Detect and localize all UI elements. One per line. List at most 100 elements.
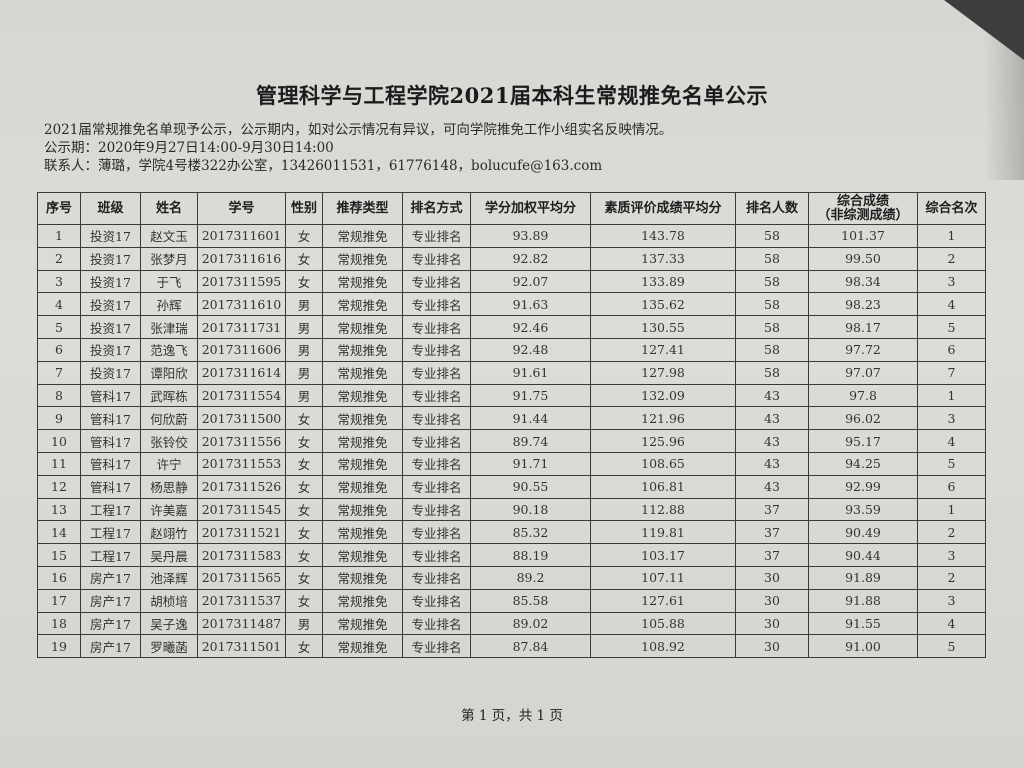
cell-name: 池泽辉 <box>140 565 198 590</box>
cell-rank-count: 37 <box>735 520 809 545</box>
column-header-composite-rank: 综合名次 <box>917 192 986 225</box>
cell-gender: 女 <box>285 497 323 522</box>
cell-weighted-gpa: 91.75 <box>470 383 591 408</box>
cell-student-id: 2017311553 <box>197 451 286 476</box>
cell-class: 房产17 <box>80 611 141 636</box>
notice-line-contact: 联系人：薄璐，学院4号楼322办公室，13426011531，61776148，… <box>44 158 603 174</box>
table-row: 15 工程17 吴丹晨 2017311583 女常规推免 专业排名 88.19 103.17 3… <box>37 543 986 567</box>
cell-weighted-gpa: 92.82 <box>470 246 591 271</box>
cell-recommend-type: 常规推免 <box>322 520 403 545</box>
cell-seq: 17 <box>37 588 81 613</box>
cell-composite-score: 97.72 <box>808 337 918 362</box>
cell-rank-method: 专业排名 <box>402 429 471 453</box>
cell-rank-method: 专业排名 <box>402 337 471 362</box>
cell-quality-score: 127.98 <box>590 360 736 385</box>
cell-student-id: 2017311610 <box>197 292 286 317</box>
cell-recommend-type: 常规推免 <box>322 406 403 431</box>
column-header-seq: 序号 <box>37 192 81 225</box>
column-header-class: 班级 <box>80 192 141 225</box>
cell-gender: 女 <box>285 543 323 567</box>
cell-weighted-gpa: 89.2 <box>470 565 591 590</box>
cell-rank-method: 专业排名 <box>402 611 471 636</box>
cell-gender: 女 <box>285 246 323 271</box>
cell-student-id: 2017311606 <box>197 337 286 362</box>
cell-weighted-gpa: 92.46 <box>470 315 591 339</box>
cell-class: 工程17 <box>80 520 141 545</box>
cell-composite-score: 98.17 <box>808 315 918 339</box>
cell-seq: 13 <box>37 497 81 522</box>
cell-composite-rank: 6 <box>917 337 986 362</box>
table-row: 6 投资17 范逸飞 2017311606 男常规推免 专业排名 92.48 127.41 58… <box>37 337 986 362</box>
cell-weighted-gpa: 91.71 <box>470 451 591 476</box>
cell-student-id: 2017311526 <box>197 474 286 499</box>
column-header-weighted-gpa: 学分加权平均分 <box>470 192 591 225</box>
cell-gender: 女 <box>285 429 323 453</box>
cell-rank-count: 58 <box>735 269 809 294</box>
cell-class: 投资17 <box>80 337 141 362</box>
cell-composite-rank: 6 <box>917 474 986 499</box>
cell-seq: 6 <box>37 337 81 362</box>
cell-recommend-type: 常规推免 <box>322 497 403 522</box>
cell-composite-score: 94.25 <box>808 451 918 476</box>
cell-weighted-gpa: 92.07 <box>470 269 591 294</box>
cell-seq: 12 <box>37 474 81 499</box>
background-shadow <box>984 0 1024 180</box>
cell-name: 胡桢培 <box>140 588 198 613</box>
cell-rank-count: 43 <box>735 383 809 408</box>
cell-recommend-type: 常规推免 <box>322 611 403 636</box>
cell-student-id: 2017311614 <box>197 360 286 385</box>
cell-composite-score: 99.50 <box>808 246 918 271</box>
cell-quality-score: 133.89 <box>590 269 736 294</box>
cell-gender: 女 <box>285 520 323 545</box>
cell-seq: 10 <box>37 429 81 453</box>
cell-rank-count: 58 <box>735 224 809 248</box>
page-footer: 第 1 页，共 1 页 <box>461 708 563 724</box>
cell-rank-method: 专业排名 <box>402 360 471 385</box>
cell-weighted-gpa: 89.74 <box>470 429 591 453</box>
cell-name: 吴丹晨 <box>140 543 198 567</box>
cell-name: 张铃佼 <box>140 429 198 453</box>
cell-class: 工程17 <box>80 543 141 567</box>
cell-recommend-type: 常规推免 <box>322 246 403 271</box>
cell-class: 管科17 <box>80 474 141 499</box>
cell-recommend-type: 常规推免 <box>322 429 403 453</box>
cell-name: 谭阳欣 <box>140 360 198 385</box>
cell-gender: 男 <box>285 337 323 362</box>
cell-weighted-gpa: 91.63 <box>470 292 591 317</box>
cell-quality-score: 107.11 <box>590 565 736 590</box>
cell-seq: 9 <box>37 406 81 431</box>
cell-recommend-type: 常规推免 <box>322 543 403 567</box>
cell-student-id: 2017311616 <box>197 246 286 271</box>
table-row: 12 管科17 杨思静 2017311526 女常规推免 专业排名 90.55 106.81 4… <box>37 474 986 499</box>
cell-rank-method: 专业排名 <box>402 565 471 590</box>
cell-quality-score: 103.17 <box>590 543 736 567</box>
cell-rank-method: 专业排名 <box>402 224 471 248</box>
cell-student-id: 2017311601 <box>197 224 286 248</box>
table-row: 9 管科17 何欣蔚 2017311500 女常规推免 专业排名 91.44 121.96 43… <box>37 406 986 431</box>
column-header-name: 姓名 <box>140 192 198 225</box>
notice-line-intro: 2021届常规推免名单现予公示，公示期内，如对公示情况有异议，可向学院推免工作小… <box>44 122 673 138</box>
cell-recommend-type: 常规推免 <box>322 292 403 317</box>
cell-quality-score: 106.81 <box>590 474 736 499</box>
cell-class: 管科17 <box>80 406 141 431</box>
cell-class: 投资17 <box>80 292 141 317</box>
cell-gender: 女 <box>285 588 323 613</box>
candidate-table: 序号 班级 姓名 学号 性别 推荐类型 排名方式 学分加权平均分 素质评价成绩平均分 排名人数 综合… <box>37 192 986 659</box>
cell-name: 孙辉 <box>140 292 198 317</box>
cell-student-id: 2017311583 <box>197 543 286 567</box>
cell-quality-score: 143.78 <box>590 224 736 248</box>
cell-composite-rank: 3 <box>917 543 986 567</box>
cell-quality-score: 108.92 <box>590 634 736 659</box>
cell-quality-score: 108.65 <box>590 451 736 476</box>
cell-rank-count: 37 <box>735 543 809 567</box>
cell-quality-score: 132.09 <box>590 383 736 408</box>
cell-rank-method: 专业排名 <box>402 383 471 408</box>
cell-student-id: 2017311554 <box>197 383 286 408</box>
cell-gender: 女 <box>285 269 323 294</box>
cell-class: 投资17 <box>80 315 141 339</box>
cell-composite-score: 97.8 <box>808 383 918 408</box>
cell-name: 张津瑞 <box>140 315 198 339</box>
cell-name: 吴子逸 <box>140 611 198 636</box>
cell-name: 张梦月 <box>140 246 198 271</box>
table-row: 18 房产17 吴子逸 2017311487 男常规推免 专业排名 89.02 105.88 3… <box>37 611 986 636</box>
